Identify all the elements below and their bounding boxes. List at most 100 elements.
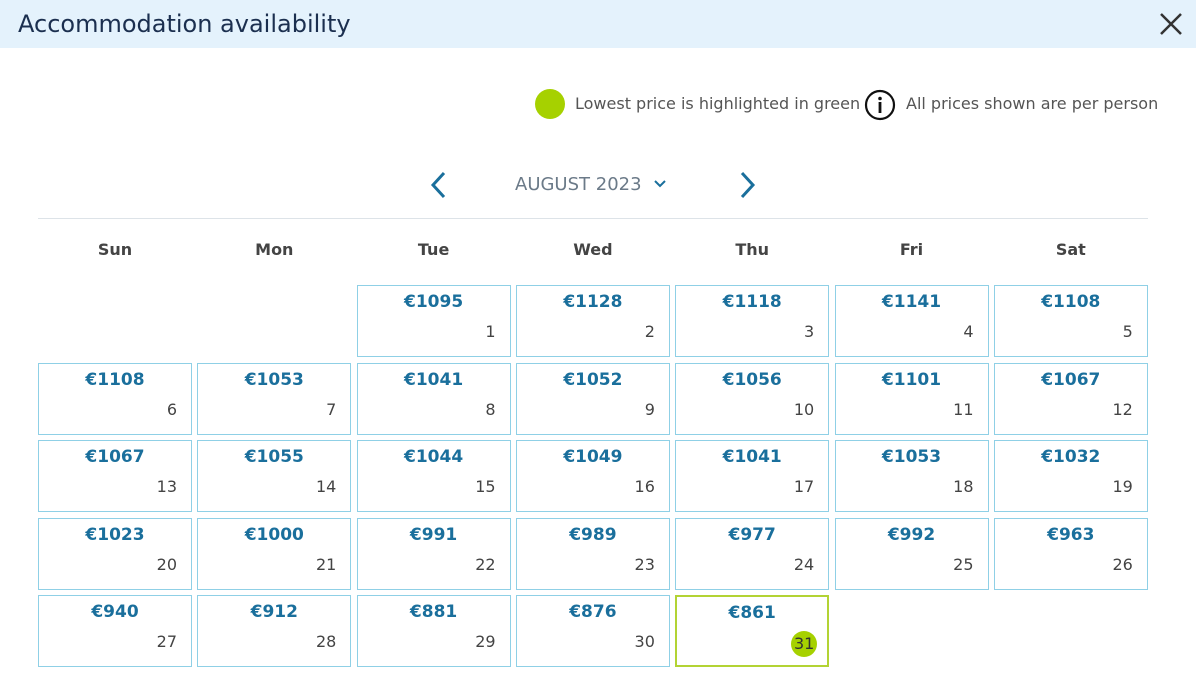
day-number: 15 — [475, 477, 496, 496]
price: €861 — [728, 603, 776, 623]
day-number: 14 — [315, 477, 337, 496]
day-number: 2 — [644, 322, 655, 341]
day-cell[interactable]: €1041 8 — [356, 362, 511, 435]
day-number: 12 — [1112, 399, 1133, 419]
day-cell[interactable]: €1053 7 — [197, 362, 352, 435]
weekday: Sun — [97, 240, 133, 259]
price: €1053 — [881, 447, 942, 467]
weekday: Fri — [899, 240, 924, 259]
day-cell[interactable]: €1052 9 — [515, 362, 670, 435]
day-cell[interactable]: €992 25 — [834, 517, 989, 590]
price: €1095 — [404, 292, 464, 312]
price: €1118 — [722, 292, 782, 312]
price: €940 — [91, 602, 139, 622]
day-number: 25 — [953, 554, 974, 574]
day-cell[interactable]: €977 24 — [675, 517, 830, 590]
day-number: 9 — [644, 399, 655, 419]
day-cell[interactable]: €1041 17 — [675, 440, 830, 512]
day-cell[interactable]: €1023 20 — [38, 517, 192, 590]
day-cell[interactable]: €1095 1 — [356, 285, 511, 357]
price: €1000 — [244, 524, 304, 545]
price: €1108 — [1041, 292, 1101, 312]
price: €1055 — [244, 447, 304, 467]
day-number: 19 — [1112, 477, 1133, 496]
price: €1108 — [85, 369, 145, 390]
price: €1128 — [563, 292, 623, 312]
day-number: 30 — [634, 632, 655, 651]
day-cell[interactable]: €861 31 — [675, 595, 830, 667]
day-number: 6 — [166, 399, 177, 419]
day-number: 5 — [1122, 322, 1133, 341]
day-cell[interactable]: €1067 13 — [38, 440, 192, 512]
day-cell[interactable]: €940 27 — [38, 595, 192, 667]
day-cell[interactable]: €1000 21 — [197, 517, 352, 590]
day-number: 4 — [963, 322, 974, 341]
weekday: Sat — [1055, 240, 1086, 259]
price: €1052 — [563, 369, 623, 390]
next-month[interactable] — [738, 171, 758, 199]
day-number: 20 — [156, 554, 177, 574]
day-number: 22 — [475, 554, 496, 574]
price: €1067 — [85, 447, 145, 467]
day-cell[interactable]: €1049 16 — [515, 440, 670, 512]
info-icon — [864, 89, 896, 121]
day-number: 10 — [793, 399, 815, 419]
day-number: 1 — [485, 322, 496, 341]
day-cell[interactable]: €1044 15 — [356, 440, 511, 512]
day-number: 29 — [475, 632, 496, 651]
day-cell[interactable]: €912 28 — [197, 595, 352, 667]
close-button[interactable] — [1160, 13, 1182, 35]
day-cell[interactable]: €1128 2 — [515, 285, 670, 357]
legend-lowest: Lowest price is highlighted in green — [575, 94, 861, 113]
price: €977 — [728, 524, 776, 545]
day-cell[interactable]: €881 29 — [356, 595, 511, 667]
price: €989 — [569, 524, 617, 545]
day-cell[interactable]: €1055 14 — [197, 440, 352, 512]
day-cell[interactable]: €1101 11 — [834, 362, 989, 435]
price: €991 — [409, 524, 458, 545]
day-number: 13 — [156, 477, 177, 496]
day-number: 17 — [793, 477, 815, 496]
day-cell[interactable]: €1108 5 — [993, 285, 1148, 357]
day-cell[interactable]: €1053 18 — [834, 440, 989, 512]
price: €1049 — [563, 447, 623, 467]
price: €1141 — [881, 292, 942, 312]
day-number: 31 — [791, 631, 818, 657]
day-cell[interactable]: €991 22 — [356, 517, 511, 590]
price: €1041 — [722, 447, 782, 467]
day-cell[interactable]: €1108 6 — [38, 362, 192, 435]
price: €1053 — [244, 369, 304, 390]
price: €1041 — [404, 369, 464, 390]
day-number: 23 — [634, 554, 655, 574]
legend-info: All prices shown are per person — [906, 94, 1159, 113]
price: €1056 — [722, 369, 782, 390]
day-cell[interactable]: €989 23 — [515, 517, 670, 590]
price: €1023 — [85, 524, 145, 545]
month-dropdown[interactable] — [653, 179, 667, 189]
day-cell[interactable]: €876 30 — [515, 595, 670, 667]
price: €1044 — [404, 447, 464, 467]
day-number: 8 — [485, 399, 496, 419]
day-cell[interactable]: €1032 19 — [993, 440, 1148, 512]
month-label[interactable]: AUGUST 2023 — [515, 174, 642, 195]
header: Accommodation availability — [0, 0, 1196, 48]
day-cell[interactable]: €1141 4 — [834, 285, 989, 357]
weekday: Tue — [417, 240, 450, 259]
prev-month[interactable] — [428, 171, 448, 199]
day-cell[interactable]: €1056 10 — [675, 362, 830, 435]
day-number: 7 — [326, 399, 337, 419]
day-cell[interactable]: €1067 12 — [993, 362, 1148, 435]
price: €963 — [1047, 524, 1095, 545]
day-number: 11 — [953, 399, 974, 419]
day-cell[interactable]: €963 26 — [993, 517, 1148, 590]
price: €1067 — [1041, 369, 1101, 390]
weekday: Thu — [735, 240, 770, 259]
price: €1032 — [1041, 447, 1101, 467]
day-number: 28 — [315, 632, 337, 651]
divider — [38, 218, 1148, 219]
day-number: 27 — [156, 632, 177, 651]
day-cell[interactable]: €1118 3 — [675, 285, 830, 357]
day-number: 16 — [634, 477, 655, 496]
title: Accommodation availability — [18, 10, 351, 38]
